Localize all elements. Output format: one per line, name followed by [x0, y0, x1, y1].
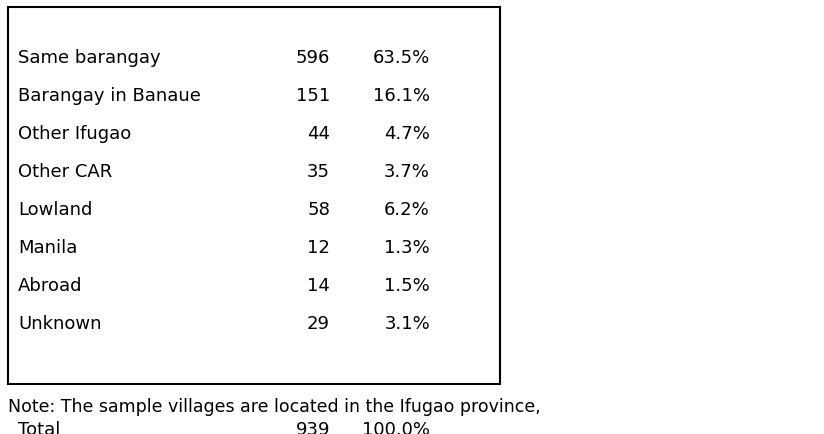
- Text: 63.5%: 63.5%: [372, 49, 430, 67]
- Text: 58: 58: [307, 201, 330, 218]
- Text: Note: The sample villages are located in the Ifugao province,: Note: The sample villages are located in…: [8, 397, 541, 415]
- Text: 100.0%: 100.0%: [362, 421, 430, 434]
- Text: 6.2%: 6.2%: [384, 201, 430, 218]
- Text: Barangay in Banaue: Barangay in Banaue: [18, 87, 201, 105]
- Text: 16.1%: 16.1%: [373, 87, 430, 105]
- Text: 151: 151: [296, 87, 330, 105]
- Text: 35: 35: [307, 163, 330, 181]
- Text: Total: Total: [18, 421, 60, 434]
- Text: Unknown: Unknown: [18, 314, 101, 332]
- Text: Manila: Manila: [18, 238, 77, 256]
- Text: Lowland: Lowland: [18, 201, 92, 218]
- Text: 14: 14: [307, 276, 330, 294]
- Text: Other CAR: Other CAR: [18, 163, 112, 181]
- Text: 1.3%: 1.3%: [384, 238, 430, 256]
- Bar: [8, 8, 500, 384]
- Text: 29: 29: [307, 314, 330, 332]
- Text: 4.7%: 4.7%: [384, 125, 430, 143]
- Text: 3.7%: 3.7%: [384, 163, 430, 181]
- Text: 1.5%: 1.5%: [384, 276, 430, 294]
- Text: 12: 12: [307, 238, 330, 256]
- Text: 596: 596: [296, 49, 330, 67]
- Text: Other Ifugao: Other Ifugao: [18, 125, 131, 143]
- Text: Same barangay: Same barangay: [18, 49, 161, 67]
- Text: Abroad: Abroad: [18, 276, 82, 294]
- Text: 939: 939: [296, 421, 330, 434]
- Text: 3.1%: 3.1%: [384, 314, 430, 332]
- Text: 44: 44: [307, 125, 330, 143]
